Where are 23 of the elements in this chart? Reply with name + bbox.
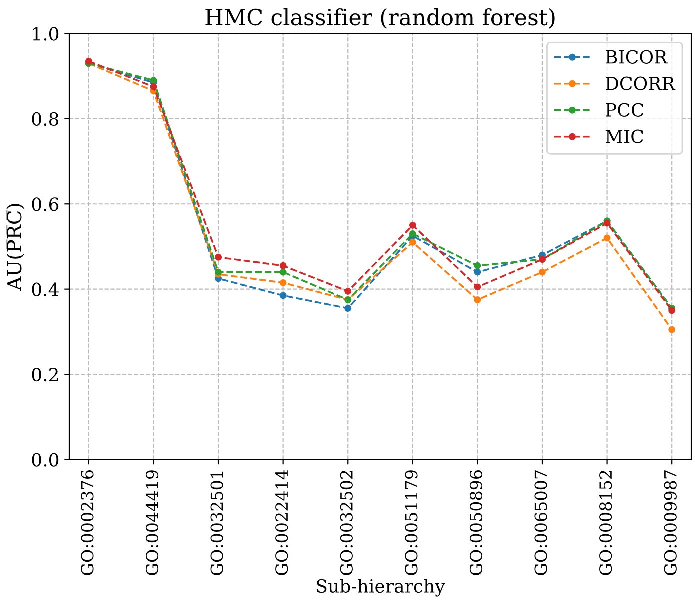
x-tick-label: GO:0008152 (600, 471, 612, 576)
legend-label: MIC (606, 130, 644, 144)
y-tick-label: 0.4 (32, 282, 59, 296)
chart-title: HMC classifier (random forest) (206, 8, 555, 29)
x-axis-title: Sub-hierarchy (317, 579, 446, 597)
x-tick-label: GO:0022414 (276, 470, 288, 576)
x-tick-label: GO:0044419 (146, 470, 159, 576)
y-tick-label: 0.6 (32, 198, 59, 212)
legend-label: BICOR (606, 50, 668, 64)
x-tick-label: GO:0002376 (81, 470, 94, 576)
x-tick-label: GO:0032502 (340, 471, 353, 576)
legend-label: PCC (606, 103, 644, 117)
y-tick-label: 0.2 (32, 368, 58, 382)
x-tick-label: GO:0032501 (210, 472, 224, 576)
x-tick-label: GO:0051179 (405, 470, 418, 576)
legend-label: DCORR (606, 76, 676, 90)
y-tick-label: 1.0 (33, 27, 59, 41)
x-tick-label: GO:0050896 (470, 470, 483, 576)
y-tick-label: 0.8 (32, 112, 59, 126)
y-tick-label: 0.0 (32, 453, 59, 467)
y-axis-title: AU(P̅R̅C̅) (6, 204, 24, 291)
x-tick-label: GO:0065007 (534, 470, 548, 576)
x-tick-label: GO:0009987 (664, 470, 677, 576)
